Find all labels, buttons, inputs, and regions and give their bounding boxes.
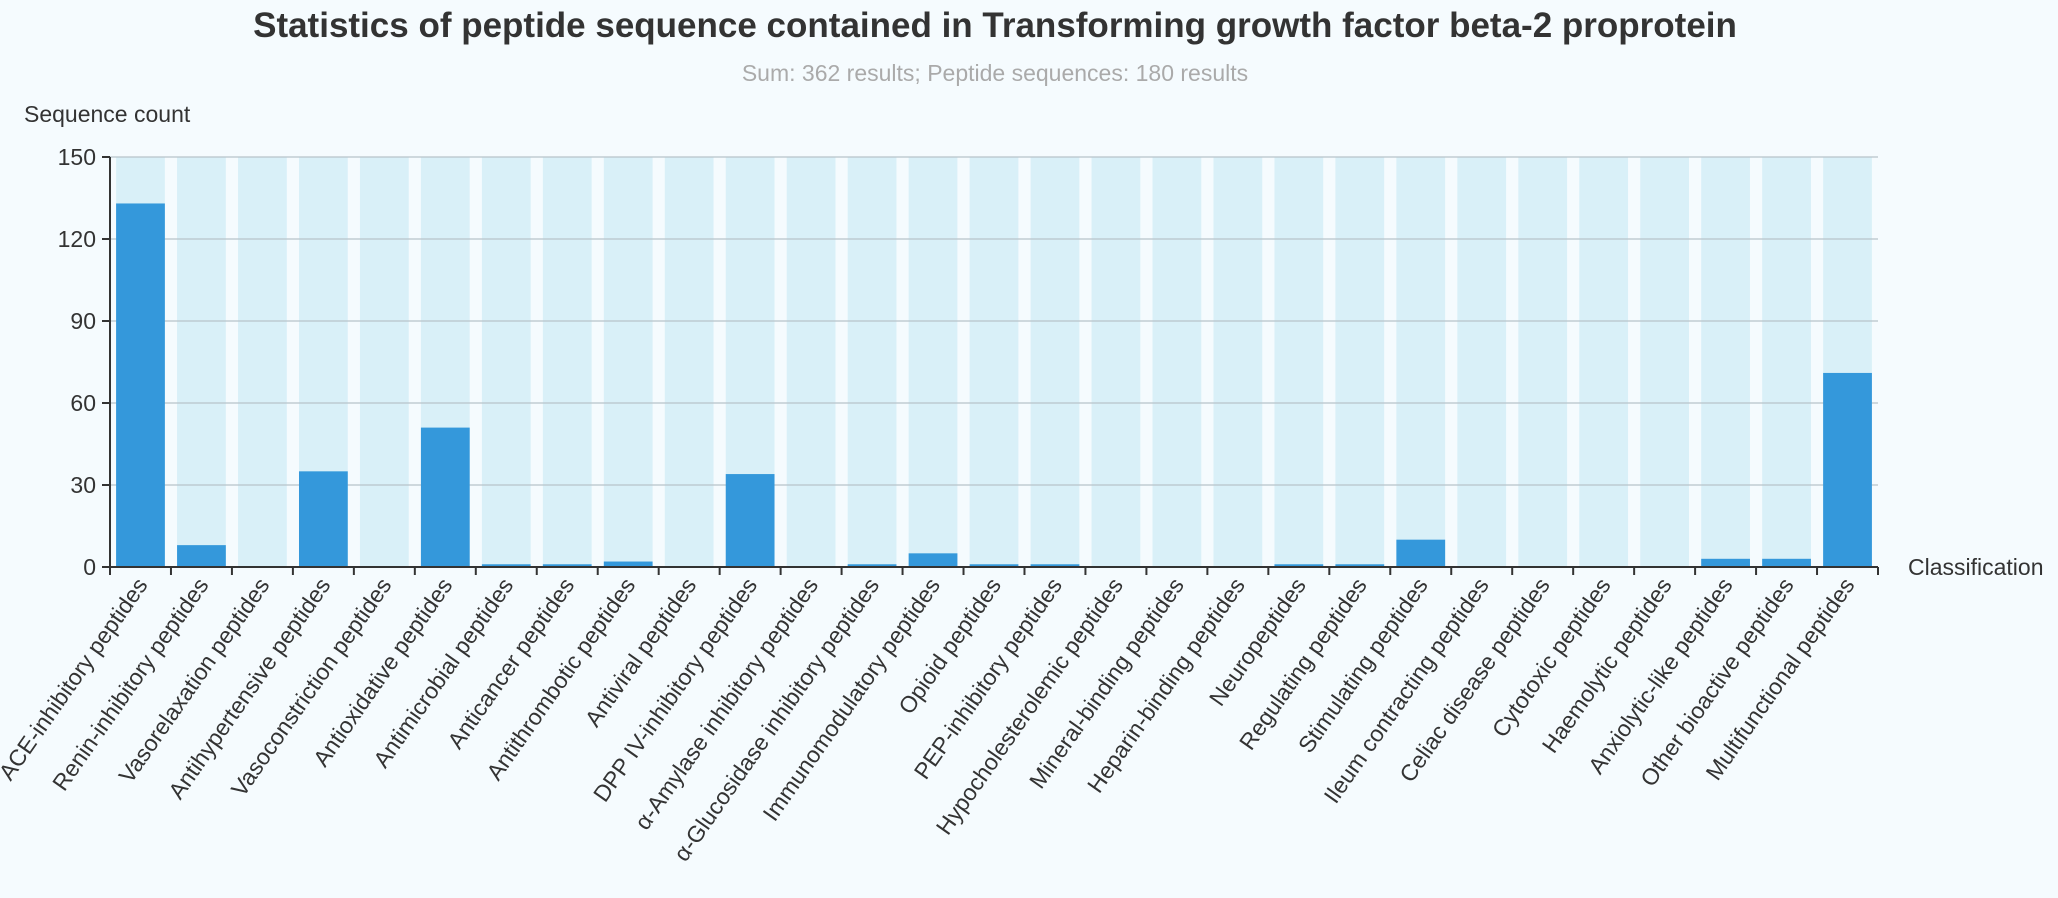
bar[interactable]	[1823, 372, 1872, 567]
axes	[109, 157, 1878, 568]
y-tick-label: 60	[70, 390, 96, 416]
bar[interactable]	[420, 427, 470, 567]
y-axis-ticks: 0 30 60 90 120 150	[58, 144, 110, 580]
bar[interactable]	[1274, 564, 1324, 567]
y-tick-label: 150	[58, 144, 96, 170]
grid-lines	[110, 156, 1878, 486]
background-bar	[1091, 157, 1141, 567]
background-bar	[1030, 157, 1080, 567]
bar[interactable]	[908, 553, 958, 567]
bar[interactable]	[725, 474, 775, 567]
bar[interactable]	[1762, 558, 1811, 567]
y-tick-label: 30	[70, 472, 96, 498]
y-tick-label: 90	[70, 308, 96, 334]
background-bar	[1457, 157, 1507, 567]
bar[interactable]	[177, 545, 226, 567]
background-bar	[1335, 157, 1385, 567]
background-bar	[481, 157, 531, 567]
background-bar	[908, 157, 958, 567]
bar[interactable]	[1396, 539, 1446, 567]
background-bar	[1274, 157, 1324, 567]
chart-title: Statistics of peptide sequence contained…	[253, 6, 1737, 45]
background-bar	[847, 157, 897, 567]
background-bar	[969, 157, 1019, 567]
background-bar	[1518, 157, 1568, 567]
bar[interactable]	[542, 564, 592, 567]
background-bar	[786, 157, 836, 567]
background-bar	[1152, 157, 1202, 567]
x-axis-label: Classification	[1908, 554, 2044, 580]
x-axis-ticks: ACE-inhibitory peptidesRenin-inhibitory …	[0, 567, 1879, 866]
y-tick-label: 0	[83, 554, 96, 580]
bar[interactable]	[847, 564, 897, 567]
background-bar	[664, 157, 714, 567]
bar[interactable]	[298, 471, 348, 567]
y-tick-label: 120	[58, 226, 96, 252]
bar[interactable]	[1701, 558, 1750, 567]
background-bar	[359, 157, 409, 567]
x-tick-label: Antiviral peptides	[580, 573, 702, 731]
background-bar	[177, 157, 226, 567]
background-bar	[1640, 157, 1690, 567]
bar[interactable]	[603, 561, 653, 567]
background-bar	[542, 157, 592, 567]
data-bars	[116, 203, 1872, 567]
bar[interactable]	[1030, 564, 1080, 567]
background-bar	[1579, 157, 1629, 567]
bar[interactable]	[1335, 564, 1385, 567]
background-bar	[1396, 157, 1446, 567]
y-axis-label: Sequence count	[24, 101, 191, 127]
background-bar	[1701, 157, 1750, 567]
background-bar	[1762, 157, 1811, 567]
bar[interactable]	[481, 564, 531, 567]
background-bar	[238, 157, 287, 567]
background-bar	[603, 157, 653, 567]
background-bar	[1213, 157, 1263, 567]
chart-subtitle: Sum: 362 results; Peptide sequences: 180…	[741, 60, 1249, 86]
background-bars	[116, 157, 1872, 567]
bar[interactable]	[969, 564, 1019, 567]
bar[interactable]	[116, 203, 165, 567]
